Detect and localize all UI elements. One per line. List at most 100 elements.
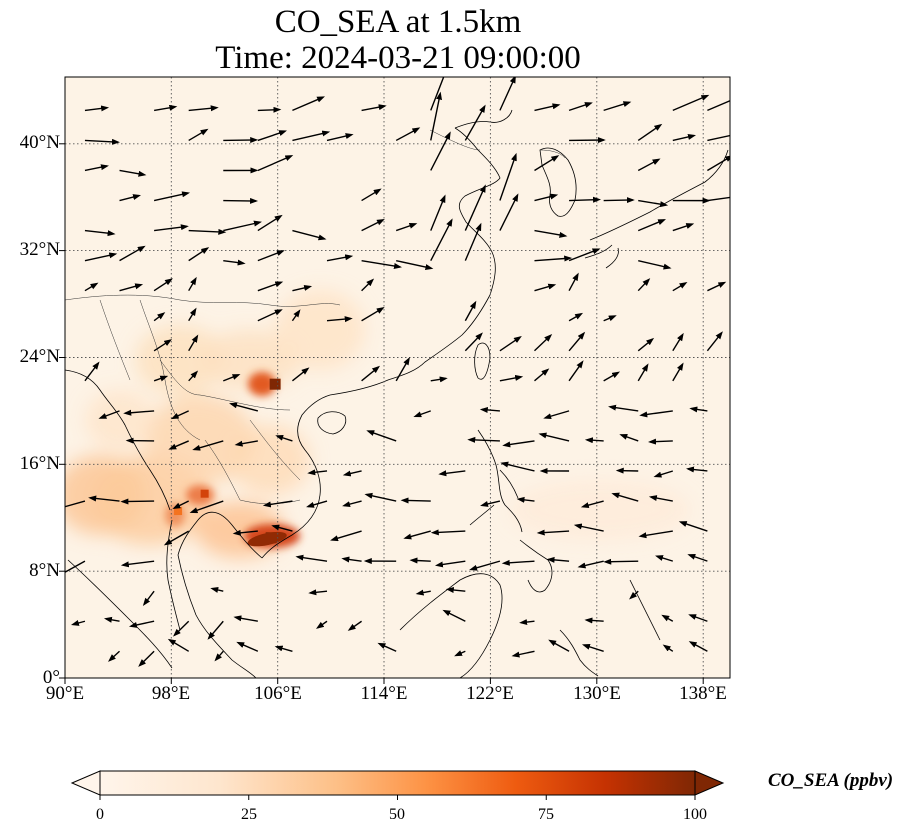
wind-arrow	[84, 164, 109, 172]
wind-arrow	[534, 368, 550, 382]
wind-arrow	[361, 218, 385, 232]
wind-arrow	[577, 560, 604, 569]
wind-arrow	[271, 524, 293, 532]
wind-arrow	[603, 371, 621, 382]
wind-arrow	[438, 470, 466, 477]
wind-arrow	[292, 96, 325, 112]
wind-arrow	[672, 281, 688, 292]
wind-arrow	[395, 222, 418, 232]
wind-arrow	[430, 91, 442, 141]
wind-arrow	[442, 609, 466, 622]
axis-ticks	[59, 143, 704, 684]
wind-arrow	[153, 278, 173, 292]
colorbar-tick-label: 75	[538, 806, 554, 823]
wind-arrow	[568, 360, 584, 382]
wind-arrow	[543, 410, 570, 420]
wind-arrow	[415, 589, 431, 596]
x-tick-label: 90°E	[45, 683, 85, 704]
wind-arrow	[153, 104, 178, 112]
wind-arrow	[519, 619, 535, 626]
wind-arrow	[84, 105, 110, 112]
wind-arrow	[584, 437, 604, 444]
wind-arrow	[395, 357, 410, 382]
colorbar-label: CO_SEA (ppbv)	[768, 770, 894, 791]
wind-arrow	[223, 220, 262, 232]
colorbar-extend-min	[70, 770, 101, 796]
wind-arrow	[706, 331, 723, 352]
wind-arrow	[306, 500, 328, 508]
colorbar-extend-max	[694, 770, 725, 796]
y-tick-label: 0°	[42, 667, 60, 688]
wind-arrow	[637, 219, 666, 232]
wind-arrow	[120, 498, 155, 505]
wind-arrow	[361, 104, 387, 112]
wind-arrow	[326, 254, 354, 262]
wind-arrow	[637, 363, 649, 382]
wind-arrow	[546, 556, 570, 563]
wind-arrow	[119, 283, 144, 292]
wind-arrow	[611, 492, 639, 502]
colorbar	[70, 770, 725, 800]
wind-arrow	[396, 259, 434, 270]
wind-arrow	[568, 331, 586, 352]
map-content	[65, 77, 730, 678]
wind-arrow	[292, 284, 313, 292]
wind-arrow	[163, 530, 190, 546]
wind-arrow	[223, 374, 241, 382]
wind-arrow	[233, 615, 258, 622]
wind-arrow	[65, 500, 86, 508]
wind-arrow	[687, 554, 708, 562]
wind-arrow	[467, 436, 500, 443]
wind-arrow	[84, 282, 99, 292]
wind-arrow	[341, 556, 362, 563]
y-tick-label: 40°N	[19, 132, 60, 153]
wind-arrow	[70, 620, 86, 626]
co-hotspots	[174, 378, 287, 547]
wind-arrow	[707, 196, 730, 202]
wind-arrow	[661, 614, 674, 622]
wind-arrow	[608, 404, 639, 412]
wind-arrow	[291, 367, 310, 382]
colorbar-tick-label: 50	[389, 806, 405, 823]
wind-arrow	[257, 155, 294, 172]
wind-arrow	[342, 500, 362, 508]
wind-arrow	[153, 312, 166, 322]
wind-arrow	[568, 248, 601, 262]
wind-arrow	[153, 191, 191, 202]
wind-arrow	[511, 650, 535, 658]
wind-arrow	[84, 138, 120, 145]
wind-arrow	[232, 529, 258, 536]
wind-arrow	[653, 470, 674, 478]
wind-arrow	[188, 334, 199, 352]
co-hotspot	[269, 378, 281, 390]
wind-arrow	[257, 106, 282, 113]
wind-arrow	[464, 222, 482, 261]
wind-arrow	[568, 312, 584, 322]
wind-arrow	[662, 644, 674, 652]
wind-arrow	[678, 521, 708, 532]
wind-arrow	[454, 650, 466, 657]
wind-arrow	[603, 101, 632, 112]
wind-arrow	[292, 229, 327, 241]
wind-arrow	[103, 616, 120, 623]
wind-arrow	[167, 638, 190, 652]
wind-arrow	[569, 196, 602, 203]
x-tick-label: 138°E	[679, 683, 727, 704]
wind-arrow	[395, 127, 421, 142]
y-tick-label: 32°N	[19, 239, 60, 260]
wind-arrow	[464, 184, 486, 231]
y-tick-label: 8°N	[29, 560, 60, 581]
wind-arrow	[361, 259, 403, 269]
wind-arrow	[689, 406, 708, 413]
x-tick-label: 106°E	[254, 683, 302, 704]
wind-arrow	[672, 223, 695, 232]
wind-arrow	[400, 497, 431, 504]
wind-arrow	[257, 130, 287, 142]
wind-arrow	[534, 334, 553, 352]
wind-arrow	[188, 247, 210, 262]
x-tick-label: 122°E	[466, 683, 514, 704]
wind-arrow	[464, 104, 486, 141]
colorbar-tick-label: 100	[683, 806, 707, 823]
wind-arrow	[192, 440, 224, 451]
wind-arrow	[120, 560, 155, 568]
